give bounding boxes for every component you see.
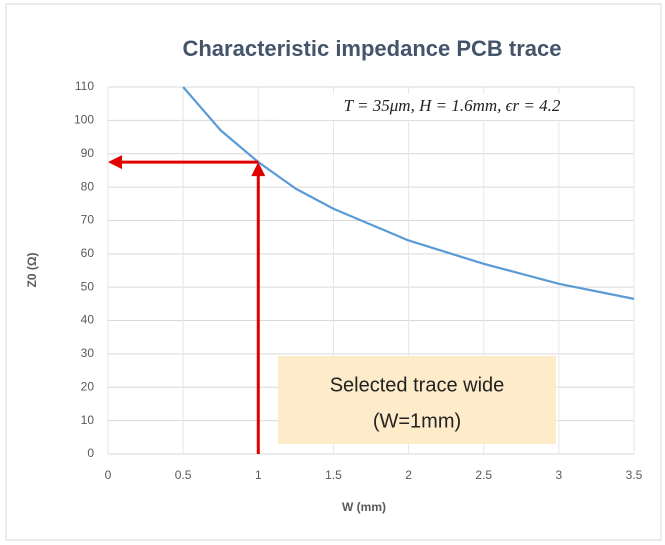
y-tick-label: 10 — [81, 413, 95, 427]
y-tick-label: 20 — [81, 379, 95, 393]
x-tick-label: 2 — [405, 468, 412, 482]
note-text: Selected trace wide — [330, 374, 505, 396]
y-tick-label: 0 — [87, 446, 94, 460]
chart-title: Characteristic impedance PCB trace — [182, 36, 561, 61]
note-text: (W=1mm) — [373, 410, 461, 432]
y-tick-label: 70 — [81, 213, 95, 227]
arrowhead — [251, 162, 266, 177]
x-tick-label: 1 — [255, 468, 262, 482]
x-tick-label: 0 — [105, 468, 112, 482]
annotation: T = 35μm, H = 1.6mm, ϵr = 4.2 — [344, 96, 561, 115]
line-series — [182, 86, 635, 300]
y-tick-label: 50 — [81, 279, 95, 293]
y-tick-label: 90 — [81, 146, 95, 160]
y-tick-label: 40 — [81, 313, 95, 327]
y-tick-label: 110 — [75, 79, 94, 93]
y-tick-label: 60 — [81, 246, 95, 260]
annotation-background — [278, 94, 628, 120]
x-tick-label: 3 — [556, 468, 563, 482]
x-tick-label: 1.5 — [325, 468, 342, 482]
y-tick-label: 100 — [74, 113, 94, 127]
x-tick-label: 0.5 — [175, 468, 192, 482]
y-tick-label: 80 — [81, 179, 95, 193]
y-axis-label: Z0 (Ω) — [25, 253, 39, 288]
x-tick-label: 3.5 — [626, 468, 643, 482]
y-tick-label: 30 — [81, 346, 95, 360]
x-axis-label: W (mm) — [342, 500, 386, 514]
arrowhead — [108, 155, 122, 170]
x-tick-label: 2.5 — [475, 468, 492, 482]
note-box — [278, 356, 556, 444]
